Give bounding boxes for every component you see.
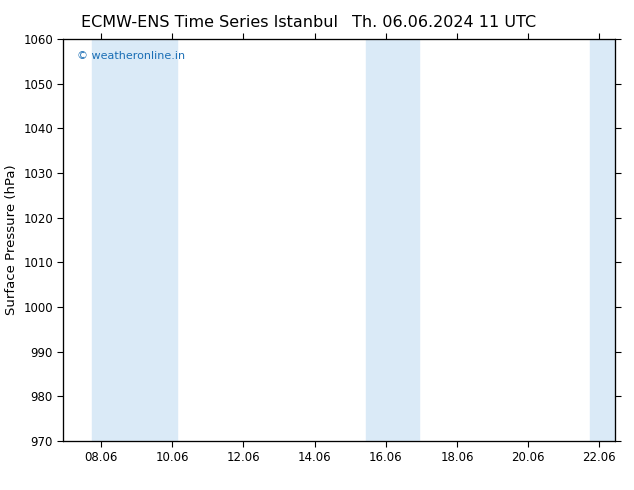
Text: © weatheronline.in: © weatheronline.in (77, 51, 185, 61)
Bar (366, 39, 419, 441)
Text: ECMW-ENS Time Series Istanbul: ECMW-ENS Time Series Istanbul (81, 15, 338, 30)
Y-axis label: Surface Pressure (hPa): Surface Pressure (hPa) (4, 165, 18, 316)
Bar (590, 39, 615, 441)
Bar (92, 39, 178, 441)
Text: Th. 06.06.2024 11 UTC: Th. 06.06.2024 11 UTC (352, 15, 536, 30)
